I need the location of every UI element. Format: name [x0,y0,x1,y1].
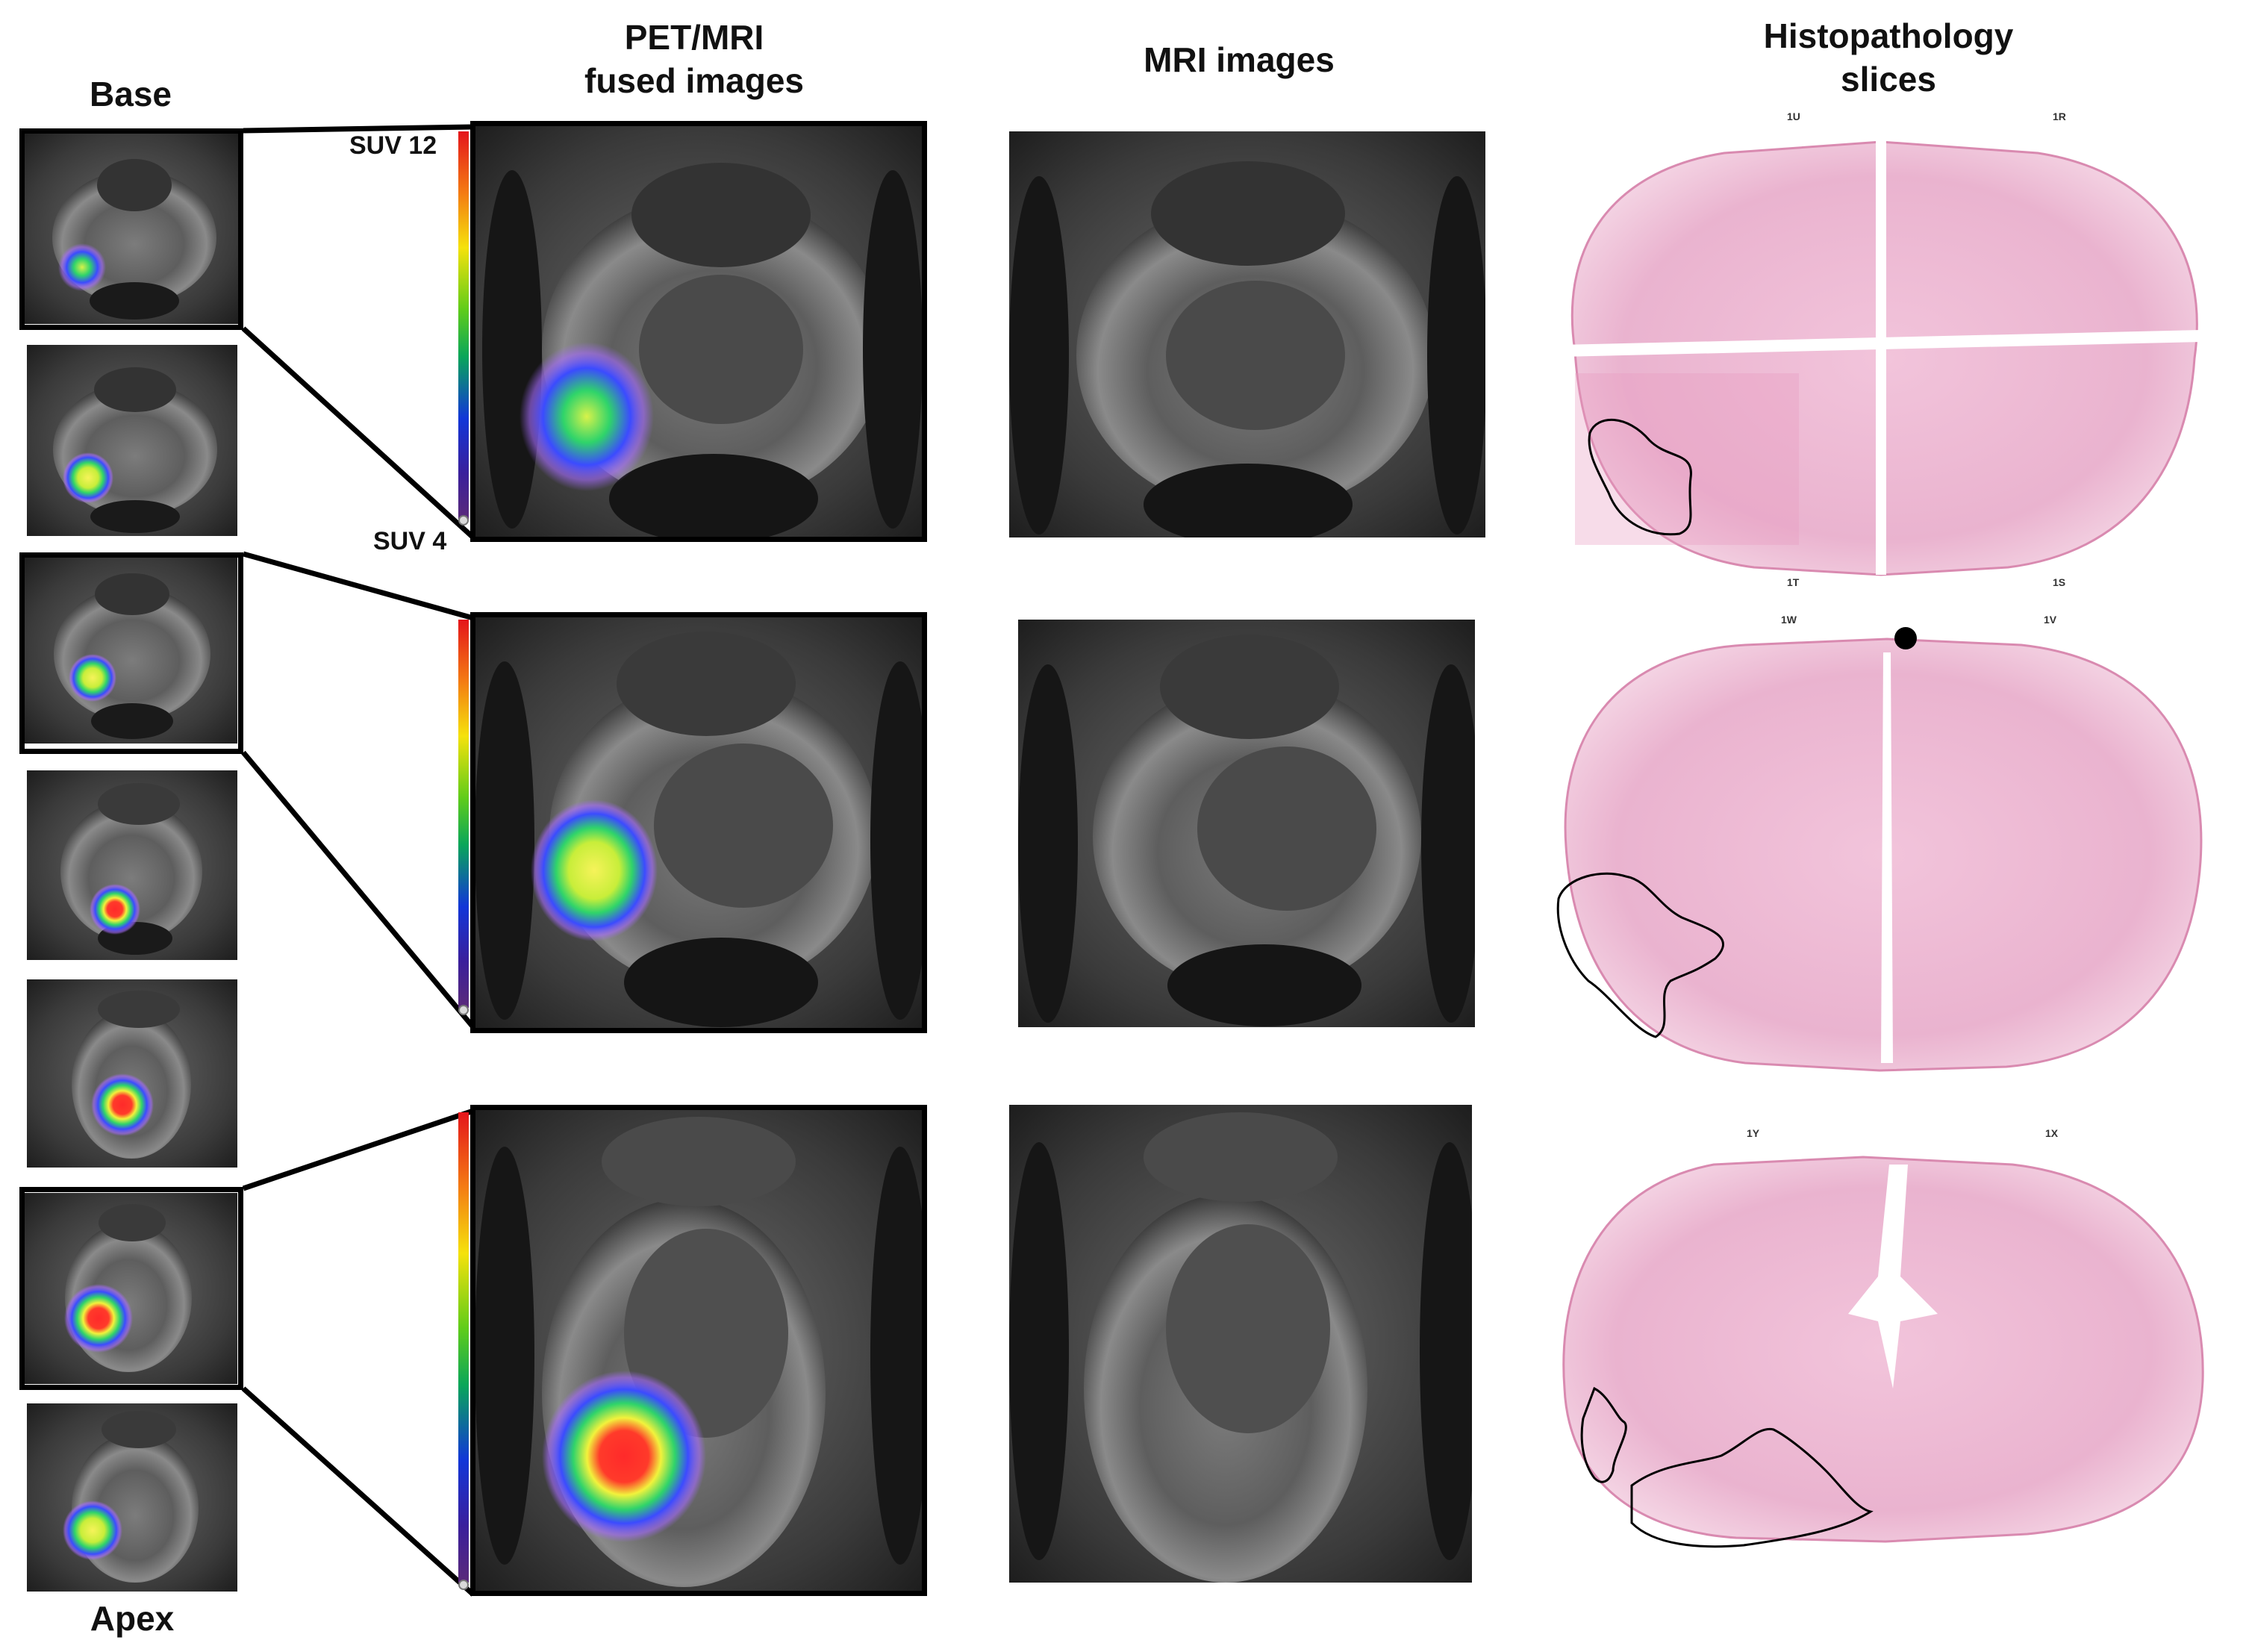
small-scan-6 [24,1193,237,1384]
tumor-outline-icon [1556,872,1725,1038]
slice-code-1x: 1X [2045,1127,2059,1139]
slice-code-1v: 1V [2044,614,2057,626]
colorbar-3-end [458,1580,469,1590]
histo-header-line1: Histopathology [1763,16,2014,55]
pet-hotspot-icon [63,1500,122,1560]
pet-hotspot-icon [90,884,140,935]
colorbar-2-end [458,1005,469,1015]
small-scan-7 [27,1403,237,1592]
histopathology-header: Histopathology slices [1717,15,2060,101]
colorbar-1-end [458,515,469,526]
fused-image-1 [475,125,923,537]
fiducial-dot-icon [1894,627,1917,649]
histology-slice-2 [1544,623,2215,1078]
colorbar-2 [458,620,469,1008]
pet-hotspot-icon [63,452,113,503]
mri-header: MRI images [1144,40,1335,79]
pet-hotspot-icon [64,1284,133,1353]
tumor-outline-icon [1588,418,1692,536]
pet-hotspot-icon [58,243,106,291]
mri-image-1 [1009,131,1485,537]
pet-hotspot-icon [91,1073,154,1136]
petmri-header: PET/MRI fused images [537,16,851,102]
colorbar-3 [458,1112,469,1583]
mri-image-2 [1018,620,1475,1027]
slice-code-1s: 1S [2053,576,2066,588]
pet-hotspot-icon [520,342,654,491]
base-label: Base [90,75,172,113]
pet-hotspot-icon [69,654,116,702]
slice-code-1r: 1R [2053,110,2066,122]
small-scan-2 [27,345,237,536]
petmri-header-line1: PET/MRI [624,18,764,57]
tumor-outline-icon [1630,1427,1874,1548]
fused-image-3 [475,1109,923,1592]
small-scan-3 [24,557,237,744]
pet-hotspot-icon [531,799,658,941]
histology-slice-1 [1545,119,2217,582]
tumor-outline-icon [1580,1386,1627,1483]
suv-top-label: SUV 12 [349,131,437,160]
petmri-header-line2: fused images [584,60,804,100]
colorbar-1 [458,131,469,520]
apex-label: Apex [90,1599,175,1638]
slice-code-1y: 1Y [1747,1127,1760,1139]
slice-code-1u: 1U [1787,110,1800,122]
pet-hotspot-icon [542,1371,706,1542]
small-scan-1 [22,133,239,324]
small-scan-4 [27,770,237,960]
mri-image-3 [1009,1105,1472,1583]
fused-image-2 [475,617,923,1029]
slice-code-1w: 1W [1781,614,1797,626]
histo-header-line2: slices [1841,59,1936,99]
histology-slice-3 [1550,1142,2221,1560]
slice-code-1t: 1T [1787,576,1800,588]
small-scan-5 [27,979,237,1168]
suv-bottom-label: SUV 4 [373,527,447,555]
